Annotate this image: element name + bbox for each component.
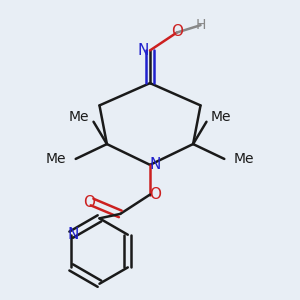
Text: N: N bbox=[150, 158, 161, 172]
Text: Me: Me bbox=[211, 110, 231, 124]
Text: N: N bbox=[138, 43, 149, 58]
Text: N: N bbox=[68, 227, 79, 242]
Text: Me: Me bbox=[69, 110, 89, 124]
Text: O: O bbox=[171, 24, 183, 39]
Text: Me: Me bbox=[234, 152, 254, 166]
Text: Me: Me bbox=[46, 152, 66, 166]
Text: H: H bbox=[195, 18, 206, 32]
Text: O: O bbox=[149, 187, 161, 202]
Text: O: O bbox=[83, 194, 95, 209]
